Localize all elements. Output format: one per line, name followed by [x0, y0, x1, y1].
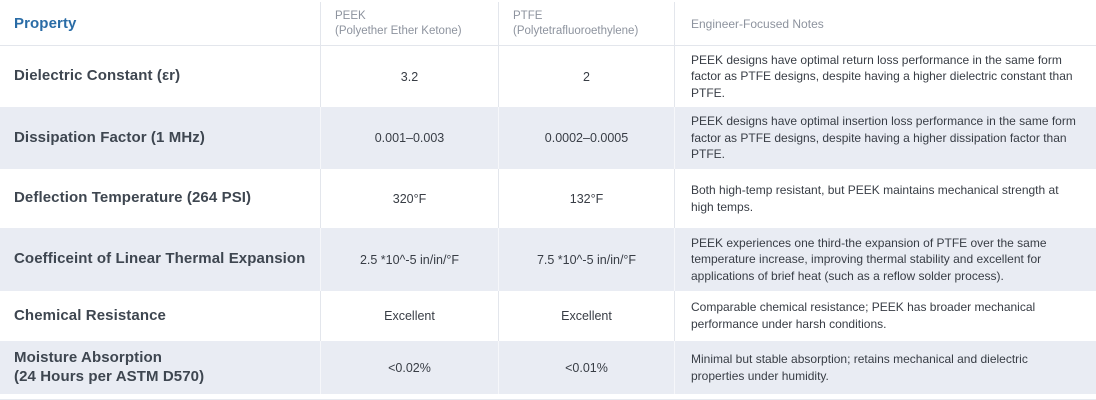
- property-label: Moisture Absorption (24 Hours per ASTM D5…: [14, 349, 316, 387]
- peek-value: Excellent: [384, 309, 435, 323]
- column-header-peek: PEEK (Polyether Ether Ketone): [320, 2, 498, 45]
- property-label-line2: (24 Hours per ASTM D570): [14, 367, 205, 385]
- property-label: Deflection Temperature (264 PSI): [14, 189, 252, 207]
- column-header-notes: Engineer-Focused Notes: [674, 2, 1096, 45]
- table-header-row: Property PEEK (Polyether Ether Ketone) P…: [0, 2, 1096, 46]
- peek-value-cell: Excellent: [320, 291, 498, 341]
- property-cell: Chemical Resistance: [0, 307, 320, 326]
- property-label: Dissipation Factor (1 MHz): [14, 128, 205, 146]
- ptfe-value-cell: 7.5 *10^-5 in/in/°F: [498, 228, 674, 291]
- ptfe-header-name: PTFE: [513, 10, 543, 23]
- table-row-thermal-expansion: Coefficeint of Linear Thermal Expansion …: [0, 228, 1096, 291]
- table-row-chemical-resistance: Chemical Resistance Excellent Excellent …: [0, 291, 1096, 341]
- ptfe-value: Excellent: [561, 309, 612, 323]
- notes-text: Comparable chemical resistance; PEEK has…: [691, 300, 1036, 331]
- ptfe-value: 7.5 *10^-5 in/in/°F: [536, 252, 637, 267]
- peek-value: 320°F: [392, 191, 427, 206]
- notes-cell: Minimal but stable absorption; retains m…: [674, 341, 1096, 394]
- ptfe-value: 132°F: [569, 191, 604, 206]
- ptfe-value-cell: 2: [498, 46, 674, 107]
- property-cell: Dielectric Constant (εr): [0, 67, 320, 86]
- notes-text: Both high-temp resistant, but PEEK maint…: [691, 182, 1059, 214]
- table-row-dielectric-constant: Dielectric Constant (εr) 3.2 2 PEEK desi…: [0, 46, 1096, 107]
- ptfe-value-cell: <0.01%: [498, 341, 674, 394]
- peek-value-cell: 320°F: [320, 169, 498, 228]
- peek-value: 3.2: [400, 69, 419, 84]
- property-cell: Coefficeint of Linear Thermal Expansion: [0, 250, 320, 269]
- notes-text: PEEK designs have optimal insertion loss…: [691, 114, 1076, 162]
- notes-cell: Comparable chemical resistance; PEEK has…: [674, 291, 1096, 341]
- ptfe-value-cell: Excellent: [498, 291, 674, 341]
- notes-cell: PEEK designs have optimal return loss pe…: [674, 46, 1096, 107]
- ptfe-value: 2: [583, 69, 590, 84]
- property-label: Chemical Resistance: [14, 306, 166, 324]
- property-cell: Dissipation Factor (1 MHz): [0, 129, 320, 148]
- peek-value-cell: 2.5 *10^-5 in/in/°F: [320, 228, 498, 291]
- peek-header-fullname: (Polyether Ether Ketone): [335, 24, 462, 37]
- peek-value: 0.001–0.003: [374, 131, 445, 145]
- peek-value-cell: 0.001–0.003: [320, 107, 498, 169]
- ptfe-value: 0.0002–0.0005: [544, 131, 629, 145]
- notes-cell: PEEK experiences one third-the expansion…: [674, 228, 1096, 291]
- property-label: Dielectric Constant (εr): [14, 67, 181, 85]
- table-row-dissipation-factor: Dissipation Factor (1 MHz) 0.001–0.003 0…: [0, 107, 1096, 169]
- ptfe-header-fullname: (Polytetrafluoroethylene): [513, 24, 639, 37]
- notes-text: Minimal but stable absorption; retains m…: [691, 351, 1028, 383]
- peek-value-cell: 3.2: [320, 46, 498, 107]
- table-row-moisture-absorption: Moisture Absorption (24 Hours per ASTM D5…: [0, 341, 1096, 394]
- ptfe-value: <0.01%: [565, 360, 608, 375]
- property-label-line1: Moisture Absorption: [14, 348, 163, 366]
- ptfe-value-cell: 132°F: [498, 169, 674, 228]
- property-cell: Moisture Absorption (24 Hours per ASTM D5…: [0, 349, 320, 387]
- notes-cell: Both high-temp resistant, but PEEK maint…: [674, 169, 1096, 228]
- notes-text: PEEK designs have optimal return loss pe…: [691, 52, 1073, 100]
- property-cell: Deflection Temperature (264 PSI): [0, 189, 320, 208]
- notes-text: PEEK experiences one third-the expansion…: [691, 235, 1047, 283]
- table-row-deflection-temperature: Deflection Temperature (264 PSI) 320°F 1…: [0, 169, 1096, 228]
- peek-value: <0.02%: [388, 360, 431, 375]
- peek-value-cell: <0.02%: [320, 341, 498, 394]
- notes-cell: PEEK designs have optimal insertion loss…: [674, 107, 1096, 169]
- ptfe-value-cell: 0.0002–0.0005: [498, 107, 674, 169]
- property-label: Coefficeint of Linear Thermal Expansion: [14, 250, 306, 268]
- column-header-property: Property: [14, 15, 77, 32]
- peek-header-name: PEEK: [335, 10, 366, 23]
- column-header-ptfe: PTFE (Polytetrafluoroethylene): [498, 2, 674, 45]
- peek-value: 2.5 *10^-5 in/in/°F: [359, 252, 460, 267]
